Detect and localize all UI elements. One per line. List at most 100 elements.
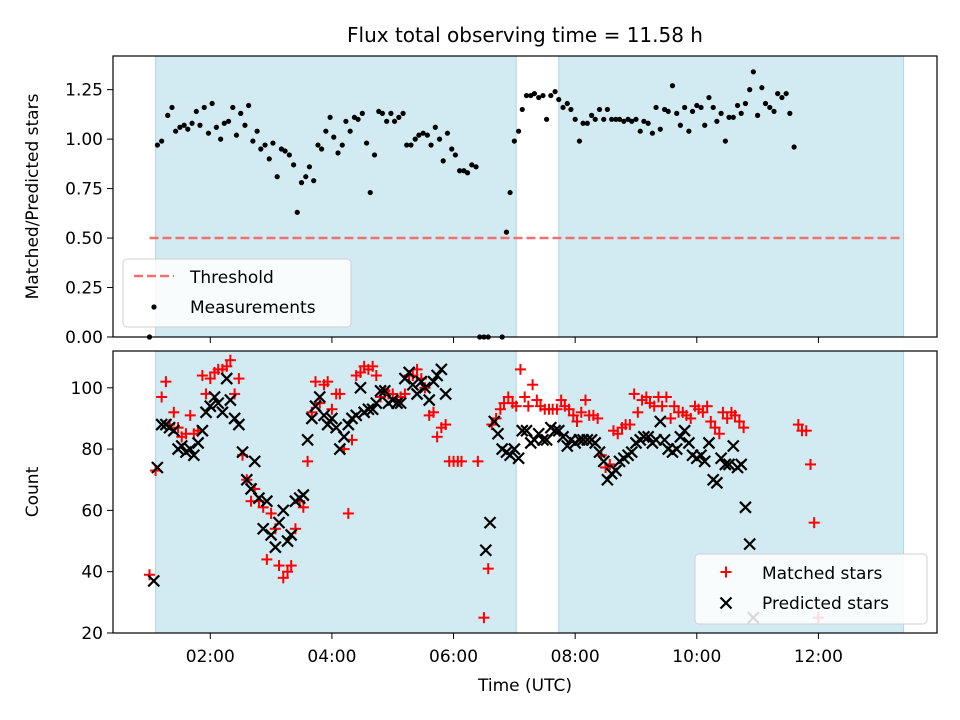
predicted-star-point <box>284 528 298 542</box>
matched-star-point <box>729 409 741 421</box>
predicted-star-point <box>415 375 428 388</box>
predicted-star-point <box>654 415 667 428</box>
predicted-star-point <box>719 458 732 471</box>
measurement-point <box>698 104 704 111</box>
predicted-star-point <box>236 445 249 459</box>
measurement-point <box>665 108 671 115</box>
matched-star-point <box>204 373 216 385</box>
measurement-point <box>540 92 546 99</box>
predicted-star-point <box>167 424 181 437</box>
predicted-star-point <box>175 439 188 453</box>
predicted-star-point <box>224 393 237 407</box>
matched-star-point <box>522 400 534 412</box>
predicted-star-point <box>479 543 493 557</box>
measurement-point <box>412 136 418 142</box>
measurement-point <box>371 152 378 158</box>
predicted-star-point <box>552 424 566 437</box>
measurement-point <box>404 142 410 148</box>
matched-star-point <box>342 507 354 519</box>
matched-star-point <box>665 412 677 424</box>
matched-star-point <box>478 612 490 624</box>
measurement-point <box>548 92 554 99</box>
matched-star-point <box>612 428 624 440</box>
predicted-star-point <box>515 424 529 437</box>
measurement-point <box>201 104 207 111</box>
legend-measurements-swatch <box>151 304 157 310</box>
matched-star-point <box>701 400 713 412</box>
measurement-point <box>181 122 187 128</box>
measurement-point <box>767 104 773 111</box>
measurement-point <box>436 136 443 142</box>
predicted-star-point <box>532 427 545 441</box>
measurement-point <box>449 146 455 152</box>
measurement-point <box>335 150 341 156</box>
matched-star-point <box>660 391 672 403</box>
measurement-point <box>327 114 333 120</box>
matched-star-point <box>514 363 526 375</box>
predicted-star-point <box>151 461 164 474</box>
matched-star-point <box>656 400 668 412</box>
predicted-star-point <box>208 390 221 404</box>
matched-star-point <box>685 412 697 424</box>
measurement-point <box>233 132 240 138</box>
predicted-star-point <box>430 369 444 382</box>
predicted-star-point <box>196 424 209 437</box>
measurement-point <box>536 94 542 101</box>
predicted-star-point <box>658 433 671 447</box>
matched-star-point <box>221 360 233 372</box>
measurement-point <box>791 144 797 150</box>
measurement-point <box>254 128 260 134</box>
matched-star-point <box>168 406 180 418</box>
predicted-star-point <box>503 448 517 462</box>
predicted-star-point <box>581 433 594 447</box>
measurement-point <box>473 164 479 170</box>
predicted-star-point <box>670 442 684 456</box>
matched-star-point <box>624 419 636 431</box>
observing-band-2 <box>558 55 905 338</box>
matched-star-point <box>310 376 322 388</box>
predicted-star-point <box>698 455 711 468</box>
top-legend: Threshold Measurements <box>122 258 352 328</box>
measurement-point <box>154 142 160 148</box>
predicted-star-point <box>410 387 424 401</box>
legend-measurements-label: Measurements <box>190 298 316 318</box>
matched-star-point <box>800 425 812 437</box>
predicted-star-point <box>597 455 611 468</box>
measurement-point <box>400 110 406 116</box>
predicted-star-point <box>488 415 501 428</box>
measurement-point <box>779 94 785 101</box>
matched-star-point <box>200 388 212 400</box>
measurement-point <box>428 142 434 148</box>
matched-star-point <box>472 455 484 467</box>
measurement-point <box>311 178 317 184</box>
predicted-star-point <box>556 430 570 444</box>
x-tick-label: 06:00 <box>429 647 478 667</box>
predicted-star-point <box>264 528 278 542</box>
matched-star-point <box>697 406 709 418</box>
measurement-point <box>469 162 475 168</box>
measurement-point <box>213 124 219 130</box>
matched-star-point <box>632 406 644 418</box>
predicted-star-point <box>216 406 229 419</box>
measurement-point <box>730 114 736 120</box>
measurement-point <box>686 128 692 134</box>
bottom-y-axis-label: Count <box>23 466 43 517</box>
predicted-star-point <box>276 504 290 517</box>
matched-star-point <box>355 366 367 378</box>
matched-star-point <box>334 388 346 400</box>
predicted-star-point <box>625 445 639 459</box>
matched-star-point <box>567 409 579 421</box>
predicted-star-point <box>722 458 736 471</box>
measurement-point <box>689 108 696 115</box>
measurement-point <box>177 124 183 130</box>
matched-star-point <box>302 455 314 467</box>
measurement-point <box>391 118 398 124</box>
measurement-point <box>225 118 232 124</box>
measurement-point <box>702 122 708 128</box>
predicted-star-point <box>370 396 383 410</box>
matched-star-point <box>370 370 382 382</box>
measurement-point <box>185 126 191 132</box>
measurement-point <box>629 118 635 124</box>
matched-star-point <box>375 391 387 403</box>
measurement-point <box>718 110 724 116</box>
